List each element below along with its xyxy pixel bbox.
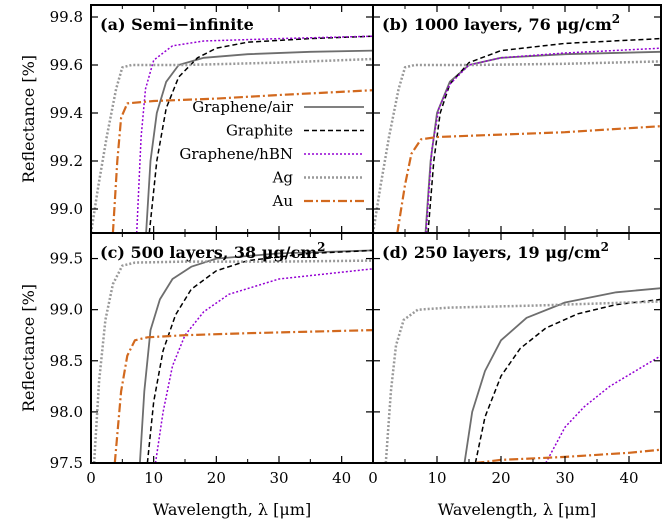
panel-title: (c) 500 layers, 38 μg/cm2	[100, 240, 326, 262]
panel-title-superscript: 2	[317, 240, 325, 254]
series-line-ag	[384, 300, 661, 463]
series-line-graphene-hbn	[425, 47, 661, 233]
x-tick-label: 10	[144, 469, 163, 487]
x-tick-label: 30	[269, 469, 288, 487]
panel-title: (a) Semi−infinite	[100, 15, 254, 34]
y-tick-label: 99.0	[50, 301, 83, 319]
panel-b: (b) 1000 layers, 76 μg/cm2	[372, 4, 662, 234]
x-tick-label: 40	[619, 469, 638, 487]
series-group-b	[373, 37, 661, 233]
series-line-graphene-hbn	[545, 355, 661, 463]
y-tick-label: 99.6	[50, 56, 83, 74]
series-line-ag	[91, 57, 373, 233]
x-tick-label: 20	[207, 469, 226, 487]
legend-label: Au	[272, 192, 294, 210]
panel-d: 0 10 20 30 40 (d) 250 layers, 19 μg/cm2 Wavele…	[368, 232, 662, 519]
series-line-graphite	[474, 298, 661, 463]
y-tick-label: 99.8	[50, 8, 83, 26]
y-tick-label: 98.5	[50, 352, 83, 370]
x-axis-label: Wavelength, λ [μm]	[438, 500, 596, 519]
panel-title-superscript: 2	[601, 240, 609, 254]
series-group-a	[91, 35, 373, 233]
y-tick-label: 98.0	[50, 403, 83, 421]
series-line-au	[475, 448, 661, 463]
series-line-graphene-air	[463, 287, 661, 463]
series-line-ag	[92, 259, 373, 463]
panel-frame	[372, 232, 662, 464]
y-axis-label: Reflectance [%]	[19, 284, 38, 412]
panel-frame	[90, 4, 374, 234]
series-group-d	[384, 287, 661, 463]
x-tick-label: 0	[86, 469, 96, 487]
series-line-graphene-hbn	[135, 35, 373, 233]
legend-label: Graphite	[226, 122, 293, 140]
series-line-graphite	[427, 37, 661, 233]
series-line-graphene-hbn	[154, 268, 373, 463]
x-axis-label: Wavelength, λ [μm]	[153, 500, 311, 519]
y-tick-label: 99.0	[50, 200, 83, 218]
x-tick-label: 40	[332, 469, 351, 487]
series-line-au	[113, 329, 373, 463]
series-line-au	[396, 125, 661, 233]
legend: Graphene/air Graphite Graphene/hBN Ag Au	[179, 98, 364, 210]
series-line-graphite	[146, 249, 373, 463]
x-tick-label: 20	[491, 469, 510, 487]
y-axis-label: Reflectance [%]	[19, 55, 38, 183]
y-tick-label: 97.5	[50, 454, 83, 472]
y-tick-label: 99.5	[50, 250, 83, 268]
legend-label: Ag	[272, 169, 294, 187]
series-line-graphene-air	[424, 50, 661, 233]
panels: 99.0 99.2 99.4 99.6 99.8 (a) Semi−infinite Ref…	[19, 4, 662, 519]
panel-frame	[90, 232, 374, 464]
series-line-au	[111, 89, 373, 233]
panel-frame	[372, 4, 662, 234]
x-tick-label: 10	[427, 469, 446, 487]
series-line-graphene-air	[145, 49, 373, 233]
panel-title: (b) 1000 layers, 76 μg/cm2	[382, 12, 620, 34]
legend-label: Graphene/hBN	[179, 145, 293, 163]
series-line-ag	[373, 60, 661, 233]
x-tick-label: 0	[368, 469, 378, 487]
series-group-c	[92, 249, 373, 463]
y-tick-label: 99.4	[50, 104, 83, 122]
panel-a: 99.0 99.2 99.4 99.6 99.8 (a) Semi−infinite Ref…	[19, 4, 374, 234]
panel-title: (d) 250 layers, 19 μg/cm2	[382, 240, 609, 262]
legend-label: Graphene/air	[192, 98, 294, 116]
panel-c: 97.5 98.0 98.5 99.0 99.5 0 10 20 30 40 (c) 500 lay…	[19, 232, 374, 519]
series-line-graphite	[148, 35, 373, 233]
series-line-graphene-air	[139, 249, 373, 463]
panel-title-superscript: 2	[612, 12, 620, 26]
x-tick-label: 30	[555, 469, 574, 487]
y-tick-label: 99.2	[50, 152, 83, 170]
